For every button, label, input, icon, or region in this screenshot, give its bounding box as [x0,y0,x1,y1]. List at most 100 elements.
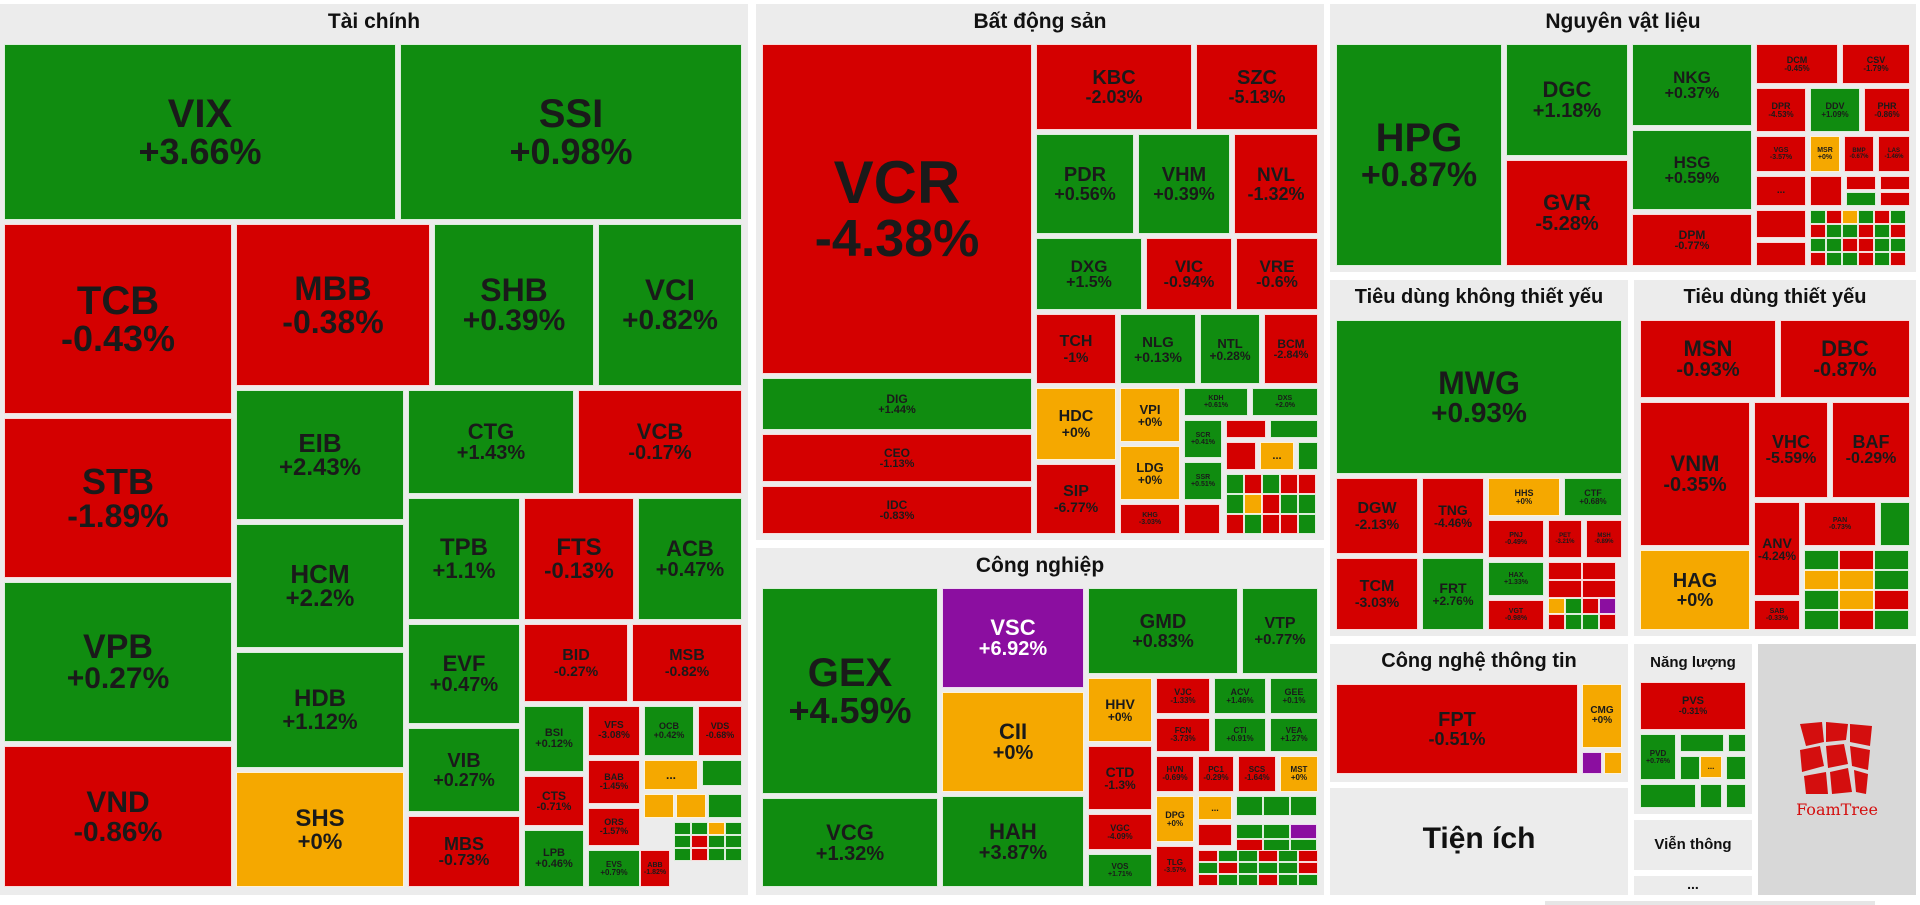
small-stock-tile[interactable] [1842,252,1858,266]
stock-tile-vea[interactable]: VEA +1.27% [1270,718,1318,752]
stock-tile-abb[interactable]: ABB -1.82% [640,850,670,887]
stock-tile-evf[interactable]: EVF +0.47% [408,624,520,724]
stock-tile-ssi[interactable]: SSI +0.98% [400,44,742,220]
small-stock-tile[interactable] [1218,850,1238,862]
stock-tile-bid[interactable]: BID -0.27% [524,624,628,702]
sector-title[interactable]: Viễn thông [1654,836,1732,853]
stock-tile-evs[interactable]: EVS +0.79% [588,850,640,887]
stock-tile-phr[interactable]: PHR -0.86% [1864,88,1910,132]
stock-tile-ors[interactable]: ORS -1.57% [588,808,640,846]
small-stock-tile[interactable] [1810,210,1826,224]
small-stock-tile[interactable] [1810,238,1826,252]
stock-tile-nvl[interactable]: NVL -1.32% [1234,134,1318,234]
small-stock-tile[interactable] [1198,862,1218,874]
stock-tile-vcg[interactable]: VCG +1.32% [762,798,938,887]
stock-tile-vfs[interactable]: VFS -3.08% [588,706,640,756]
stock-tile-scs[interactable]: SCS -1.64% [1238,756,1276,792]
small-stock-tile[interactable] [1298,514,1316,534]
stock-tile-msr[interactable]: MSR +0% [1810,136,1840,172]
stock-tile-kdh[interactable]: KDH +0.61% [1184,388,1248,416]
small-stock-tile[interactable] [1680,734,1724,752]
stock-tile-ssr[interactable]: SSR +0.51% [1184,462,1222,500]
sector-more[interactable]: ... [1634,876,1752,895]
stock-tile-mbs[interactable]: MBS -0.73% [408,816,520,887]
stock-tile-dxg[interactable]: DXG +1.5% [1036,238,1142,310]
small-stock-tile[interactable] [1226,420,1266,438]
small-stock-tile[interactable] [1258,850,1278,862]
stock-tile-ldg[interactable]: LDG +0% [1120,446,1180,500]
small-stock-tile[interactable] [1756,210,1806,238]
stock-tile-nlg[interactable]: NLG +0.13% [1120,314,1196,384]
small-stock-tile[interactable] [1262,474,1280,494]
stock-tile-vgs[interactable]: VGS -3.57% [1756,136,1806,172]
small-stock-tile[interactable] [1874,550,1909,570]
stock-tile-vjc[interactable]: VJC -1.33% [1156,678,1210,714]
small-stock-tile[interactable] [1258,874,1278,886]
stock-tile-cti[interactable]: CTI +0.91% [1214,718,1266,752]
small-stock-tile[interactable] [1810,252,1826,266]
small-stock-tile[interactable] [1565,614,1582,630]
small-stock-tile[interactable] [1238,850,1258,862]
small-stock-tile[interactable] [1263,824,1290,839]
stock-tile-ceo[interactable]: CEO -1.13% [762,434,1032,482]
small-stock-tile[interactable] [708,822,725,835]
small-stock-tile[interactable] [1890,252,1906,266]
small-stock-tile[interactable] [1262,494,1280,514]
stock-tile-stb[interactable]: STB -1.89% [4,418,232,578]
small-stock-tile[interactable] [1226,442,1256,470]
stock-tile-hah[interactable]: HAH +3.87% [942,796,1084,887]
stock-tile-vre[interactable]: VRE -0.6% [1236,238,1318,310]
stock-tile-vib[interactable]: VIB +0.27% [408,728,520,812]
small-stock-tile[interactable] [1839,610,1874,630]
stock-tile-eib[interactable]: EIB +2.43% [236,390,404,520]
stock-tile-tpb[interactable]: TPB +1.1% [408,498,520,620]
stock-tile-vgc[interactable]: VGC -4.09% [1088,814,1152,850]
small-stock-tile[interactable] [1804,610,1839,630]
small-stock-tile[interactable] [1890,210,1906,224]
stock-tile-tng[interactable]: TNG -4.46% [1422,478,1484,554]
stock-tile-vcr[interactable]: VCR -4.38% [762,44,1032,374]
stock-tile-csv[interactable]: CSV -1.79% [1842,44,1910,84]
small-stock-tile[interactable] [1726,756,1746,780]
small-stock-tile[interactable] [1298,442,1318,470]
stock-tile-vix[interactable]: VIX +3.66% [4,44,396,220]
sector-vien-thong[interactable]: Viễn thông [1634,820,1752,870]
small-stock-tile[interactable] [1198,874,1218,886]
stock-tile-gmd[interactable]: GMD +0.83% [1088,588,1238,674]
stock-tile-vgt[interactable]: VGT -0.98% [1488,600,1544,630]
small-stock-tile[interactable] [1298,494,1316,514]
small-stock-tile[interactable] [1280,514,1298,534]
small-stock-tile[interactable] [1280,494,1298,514]
stock-tile-hsg[interactable]: HSG +0.59% [1632,130,1752,210]
stock-tile-pdr[interactable]: PDR +0.56% [1036,134,1134,234]
stock-tile-hag[interactable]: HAG +0% [1640,550,1750,630]
small-stock-tile[interactable] [1582,598,1599,614]
stock-tile-gvr[interactable]: GVR -5.28% [1506,160,1628,266]
small-stock-tile[interactable] [1290,796,1317,816]
stock-tile-fpt[interactable]: FPT -0.51% [1336,684,1578,774]
stock-tile-vci[interactable]: VCI +0.82% [598,224,742,386]
small-stock-tile[interactable] [1548,580,1582,598]
stock-tile-vhm[interactable]: VHM +0.39% [1138,134,1230,234]
small-stock-tile[interactable] [1236,824,1263,839]
small-stock-tile[interactable] [1839,590,1874,610]
small-stock-tile[interactable] [1858,210,1874,224]
small-stock-tile[interactable] [1582,752,1602,774]
stock-tile-dxs[interactable]: DXS +2.0% [1252,388,1318,416]
stock-tile-tch[interactable]: TCH -1% [1036,314,1116,384]
stock-tile-dig[interactable]: DIG +1.44% [762,378,1032,430]
stock-tile-mst[interactable]: MST +0% [1280,756,1318,792]
stock-tile-fts[interactable]: FTS -0.13% [524,498,634,620]
small-stock-tile[interactable] [1700,784,1722,808]
sector-title[interactable]: Tiêu dùng không thiết yếu [1354,286,1604,308]
stock-tile-bab[interactable]: BAB -1.45% [588,760,640,804]
small-stock-tile[interactable] [1756,242,1806,266]
stock-tile-dpr[interactable]: DPR -4.53% [1756,88,1806,132]
stock-tile-vic[interactable]: VIC -0.94% [1146,238,1232,310]
small-stock-tile[interactable] [1804,590,1839,610]
small-stock-tile[interactable] [1226,514,1244,534]
small-stock-tile[interactable] [1582,562,1616,580]
stock-tile-cii[interactable]: CII +0% [942,692,1084,792]
sector-title[interactable]: Công nghệ thông tin [1381,650,1577,672]
stock-tile-gee[interactable]: GEE +0.1% [1270,678,1318,714]
